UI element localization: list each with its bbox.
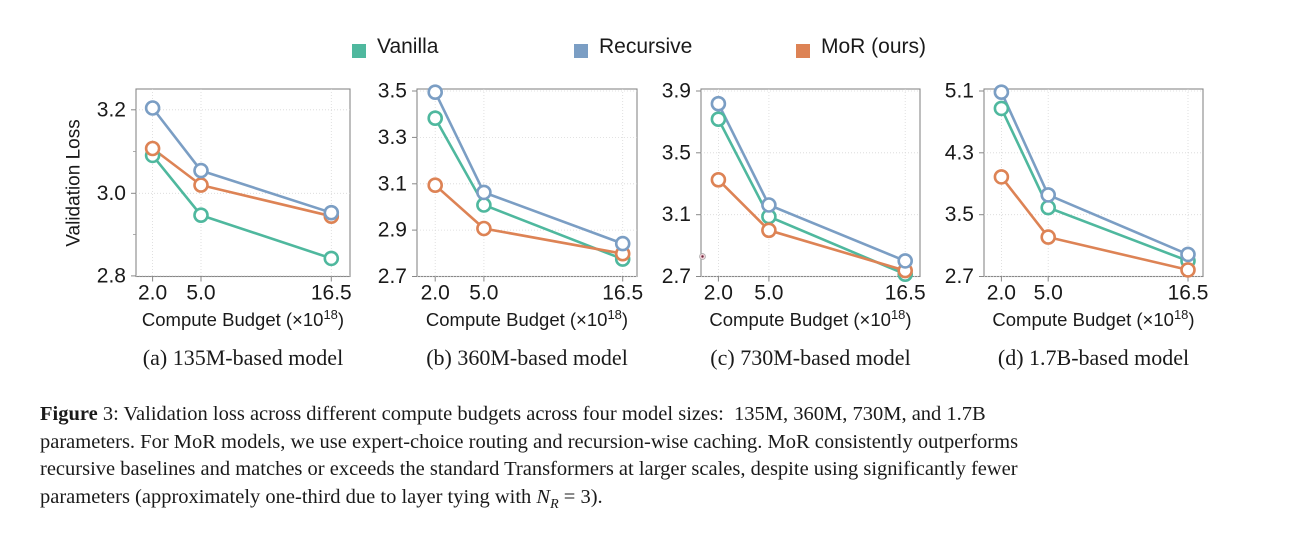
- svg-text:3.5: 3.5: [662, 141, 691, 164]
- svg-text:5.0: 5.0: [1034, 282, 1063, 305]
- svg-text:16.5: 16.5: [602, 282, 643, 305]
- svg-text:3.9: 3.9: [662, 80, 691, 103]
- svg-text:16.5: 16.5: [311, 282, 352, 305]
- svg-text:2.8: 2.8: [97, 264, 126, 287]
- svg-text:5.0: 5.0: [186, 282, 215, 305]
- svg-text:2.7: 2.7: [662, 265, 691, 288]
- svg-text:3.3: 3.3: [378, 126, 407, 149]
- svg-text:5.0: 5.0: [469, 282, 498, 305]
- svg-text:5.1: 5.1: [945, 80, 974, 103]
- svg-text:3.1: 3.1: [378, 172, 407, 195]
- svg-text:2.0: 2.0: [421, 282, 450, 305]
- svg-text:2.7: 2.7: [945, 265, 974, 288]
- svg-text:2.9: 2.9: [378, 219, 407, 242]
- svg-text:16.5: 16.5: [1168, 282, 1209, 305]
- svg-text:2.0: 2.0: [704, 282, 733, 305]
- svg-text:3.5: 3.5: [378, 80, 407, 103]
- svg-text:2.0: 2.0: [138, 282, 167, 305]
- svg-text:5.0: 5.0: [754, 282, 783, 305]
- svg-text:3.1: 3.1: [662, 203, 691, 226]
- svg-text:2.7: 2.7: [378, 265, 407, 288]
- svg-text:16.5: 16.5: [885, 282, 926, 305]
- svg-text:3.5: 3.5: [945, 203, 974, 226]
- svg-text:4.3: 4.3: [945, 141, 974, 164]
- svg-text:3.2: 3.2: [97, 98, 126, 121]
- svg-text:3.0: 3.0: [97, 182, 126, 205]
- svg-text:2.0: 2.0: [987, 282, 1016, 305]
